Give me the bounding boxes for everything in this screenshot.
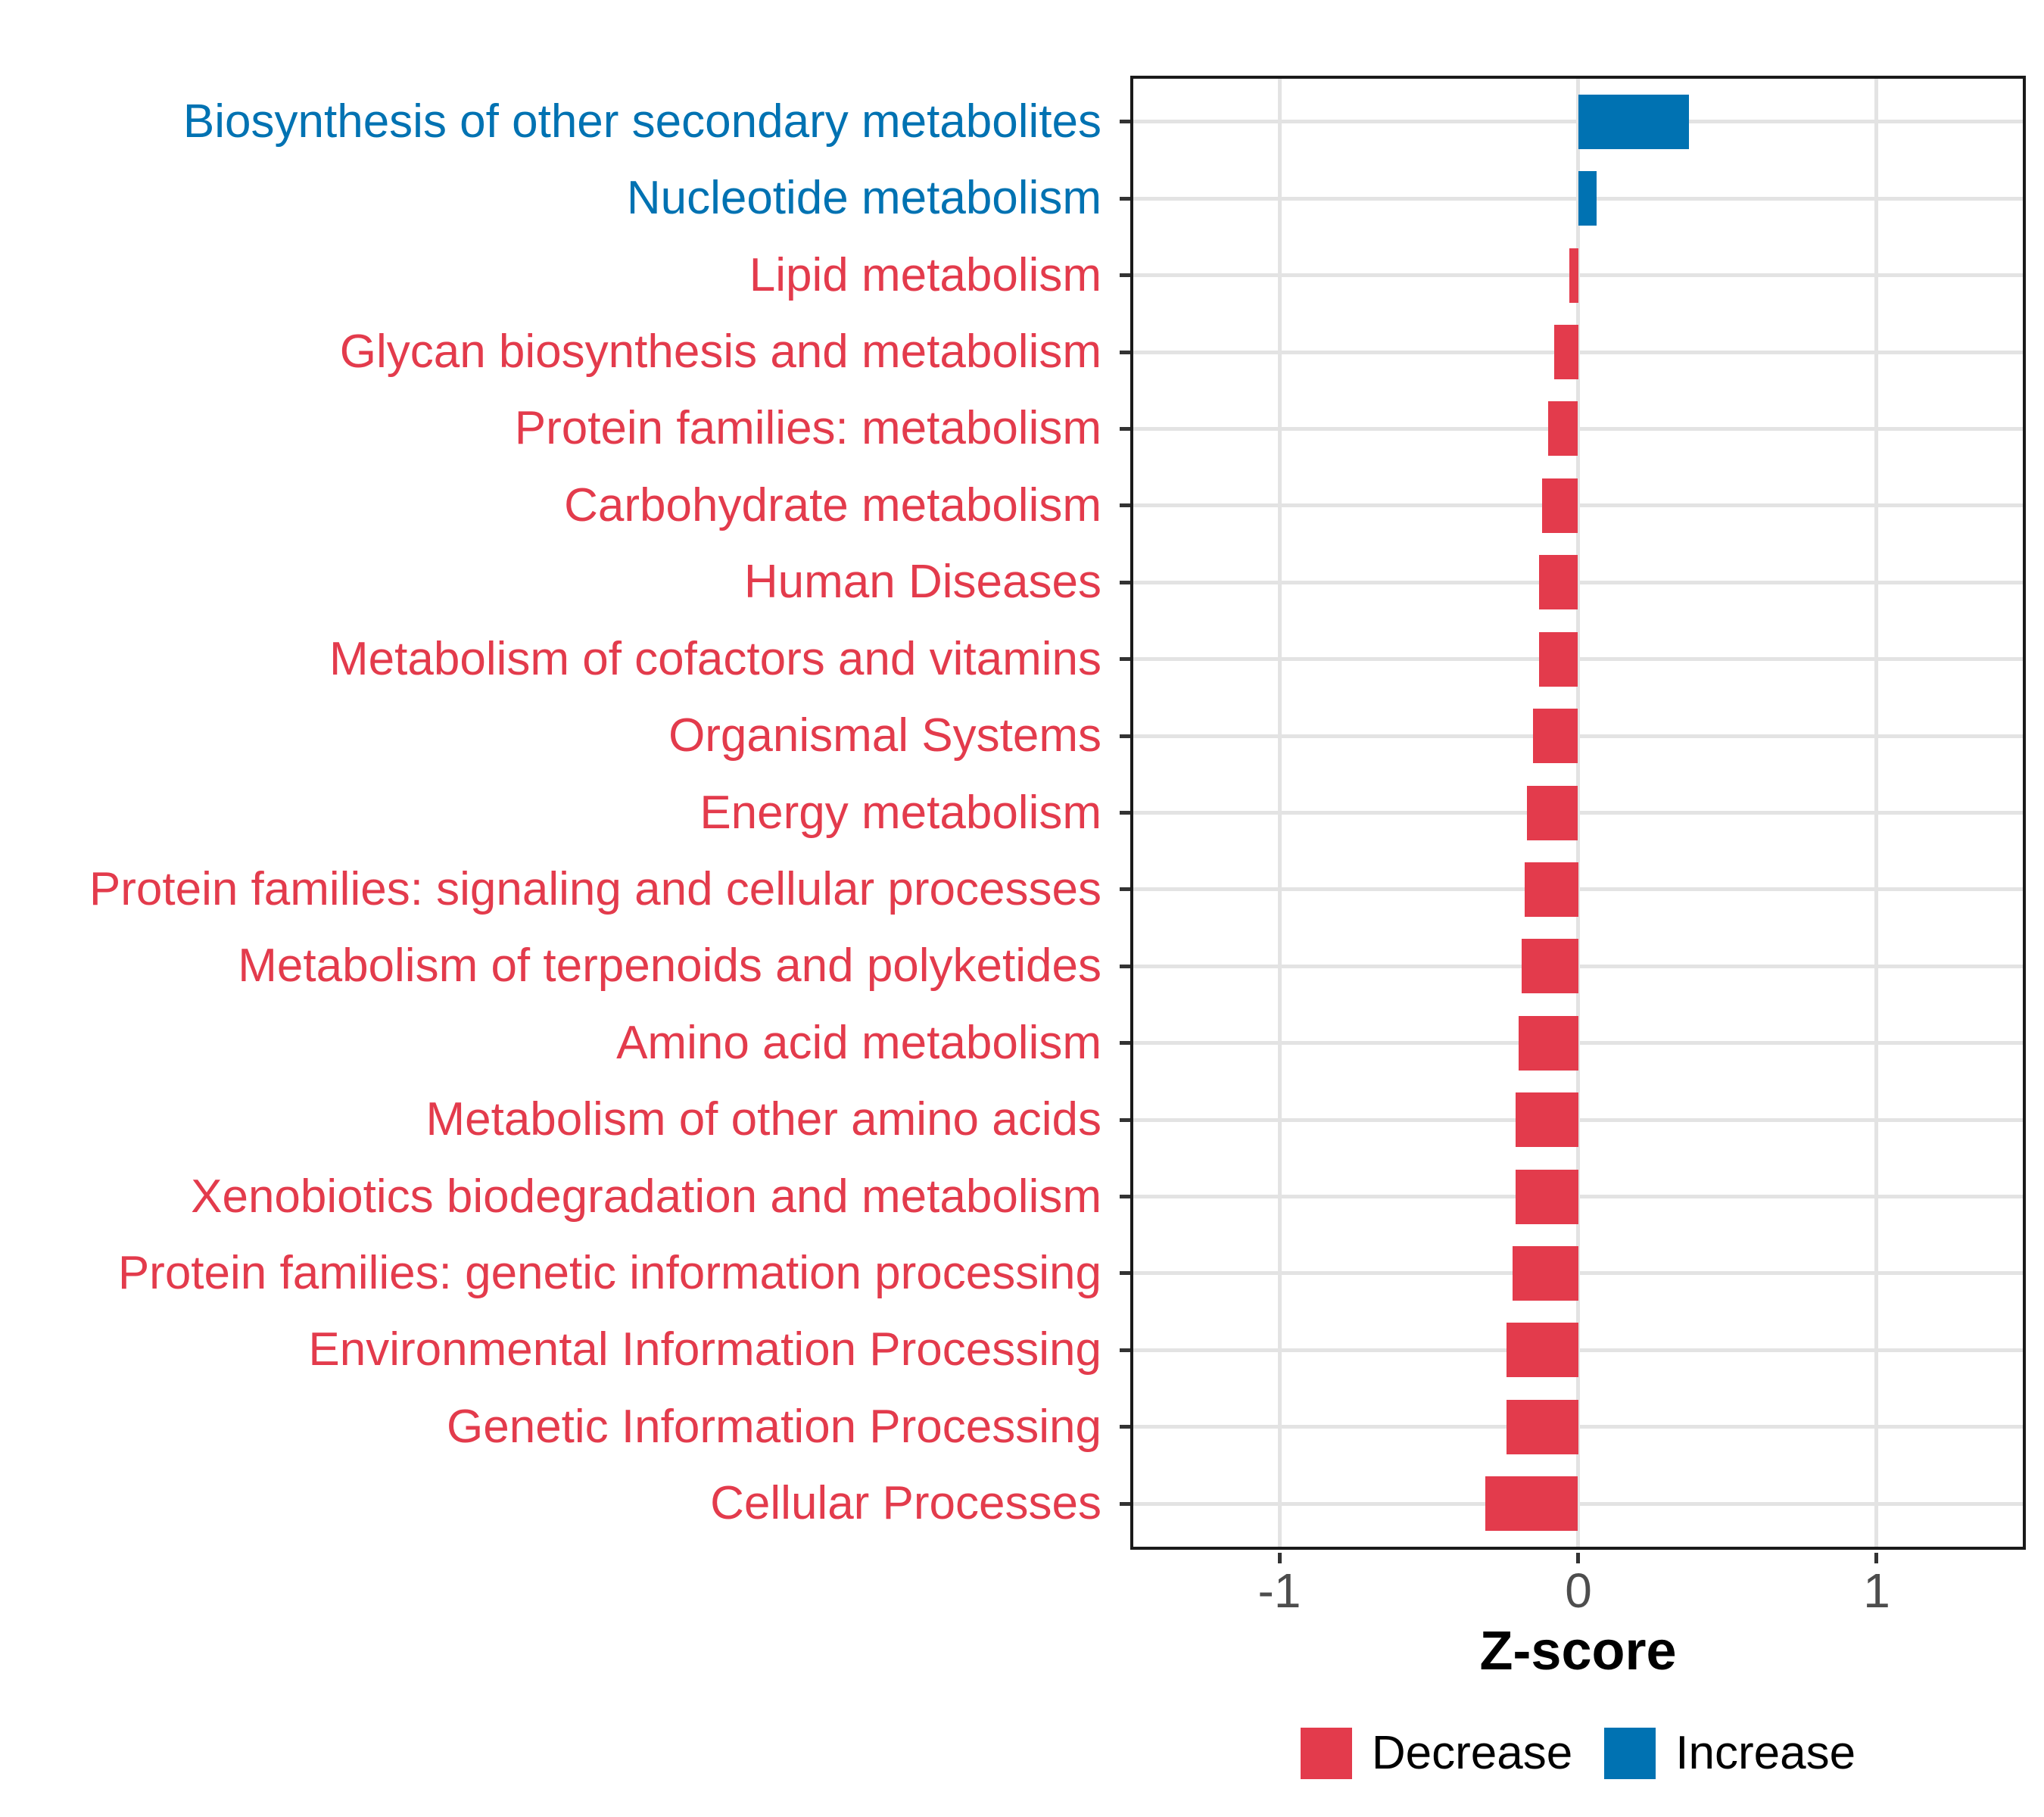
y-axis-tick (1120, 1041, 1130, 1045)
bar-decrease (1542, 478, 1578, 533)
category-label: Protein families: metabolism (514, 402, 1101, 454)
y-axis-tick (1120, 1195, 1130, 1198)
bar-decrease (1548, 401, 1578, 456)
category-label: Human Diseases (743, 556, 1101, 608)
plot-panel (1130, 76, 2026, 1550)
bar-decrease (1516, 1170, 1578, 1224)
category-label: Amino acid metabolism (616, 1017, 1101, 1069)
gridline-horizontal (1130, 811, 2026, 815)
legend-item-decrease: Decrease (1300, 1726, 1573, 1780)
category-label: Metabolism of terpenoids and polyketides (238, 940, 1101, 992)
category-label: Carbohydrate metabolism (564, 479, 1101, 531)
y-axis-tick (1120, 427, 1130, 431)
y-axis-tick (1120, 273, 1130, 277)
bar-decrease (1569, 248, 1578, 303)
y-axis-tick (1120, 197, 1130, 201)
category-label: Protein families: signaling and cellular… (89, 863, 1101, 915)
legend-item-increase: Increase (1604, 1726, 1855, 1780)
y-axis-tick (1120, 581, 1130, 584)
category-label: Organismal Systems (668, 709, 1101, 762)
x-axis-tick-label: -1 (1257, 1563, 1301, 1618)
category-label: Cellular Processes (710, 1477, 1101, 1529)
bar-decrease (1525, 862, 1578, 917)
y-axis-tick (1120, 1348, 1130, 1352)
bar-decrease (1507, 1323, 1578, 1377)
category-label: Environmental Information Processing (308, 1323, 1101, 1376)
x-axis-tick-label: 0 (1565, 1563, 1592, 1618)
gridline-horizontal (1130, 503, 2026, 507)
gridline-horizontal (1130, 427, 2026, 431)
bar-decrease (1539, 632, 1578, 687)
y-axis-tick (1120, 734, 1130, 738)
bar-decrease (1522, 939, 1578, 993)
legend-swatch-increase (1604, 1727, 1656, 1779)
y-axis-tick (1120, 120, 1130, 123)
bar-increase (1578, 171, 1597, 226)
y-axis-tick (1120, 1271, 1130, 1275)
gridline-horizontal (1130, 581, 2026, 584)
y-axis-tick (1120, 351, 1130, 354)
gridline-horizontal (1130, 657, 2026, 661)
x-axis-title: Z-score (1479, 1621, 1677, 1681)
category-label: Glycan biosynthesis and metabolism (339, 326, 1101, 378)
gridline-horizontal (1130, 120, 2026, 123)
gridline-horizontal (1130, 197, 2026, 201)
bar-decrease (1554, 325, 1578, 379)
legend-label: Increase (1675, 1727, 1856, 1779)
bar-increase (1578, 95, 1689, 149)
category-label: Xenobiotics biodegradation and metabolis… (191, 1170, 1101, 1223)
x-axis-tick (1576, 1553, 1580, 1563)
y-axis-tick (1120, 657, 1130, 661)
gridline-horizontal (1130, 1502, 2026, 1506)
x-axis-tick-label: 1 (1863, 1563, 1890, 1618)
y-axis-tick (1120, 811, 1130, 815)
bar-decrease (1516, 1092, 1578, 1147)
category-label: Metabolism of cofactors and vitamins (329, 633, 1101, 685)
legend: Decrease Increase (1130, 1726, 2026, 1780)
x-axis-tick (1278, 1553, 1282, 1563)
bar-decrease (1507, 1400, 1578, 1454)
y-axis-tick (1120, 1502, 1130, 1506)
bar-decrease (1539, 555, 1578, 609)
category-label: Nucleotide metabolism (626, 172, 1101, 224)
bar-decrease (1513, 1246, 1578, 1301)
bar-decrease (1527, 786, 1578, 840)
category-label: Lipid metabolism (749, 249, 1101, 301)
category-label: Genetic Information Processing (447, 1401, 1101, 1453)
bar-decrease (1519, 1016, 1578, 1071)
bar-decrease (1485, 1476, 1578, 1531)
category-label: Protein families: genetic information pr… (117, 1247, 1101, 1299)
y-axis-tick (1120, 503, 1130, 507)
legend-label: Decrease (1371, 1727, 1573, 1779)
category-label: Metabolism of other amino acids (425, 1093, 1101, 1145)
category-label: Biosynthesis of other secondary metaboli… (182, 95, 1101, 148)
y-axis-tick (1120, 887, 1130, 891)
gridline-horizontal (1130, 734, 2026, 738)
y-axis-tick (1120, 1118, 1130, 1122)
bar-decrease (1533, 709, 1578, 763)
x-axis-tick (1874, 1553, 1878, 1563)
category-label: Energy metabolism (700, 787, 1101, 839)
legend-swatch-decrease (1300, 1727, 1352, 1779)
y-axis-tick (1120, 1425, 1130, 1429)
y-axis-tick (1120, 965, 1130, 968)
